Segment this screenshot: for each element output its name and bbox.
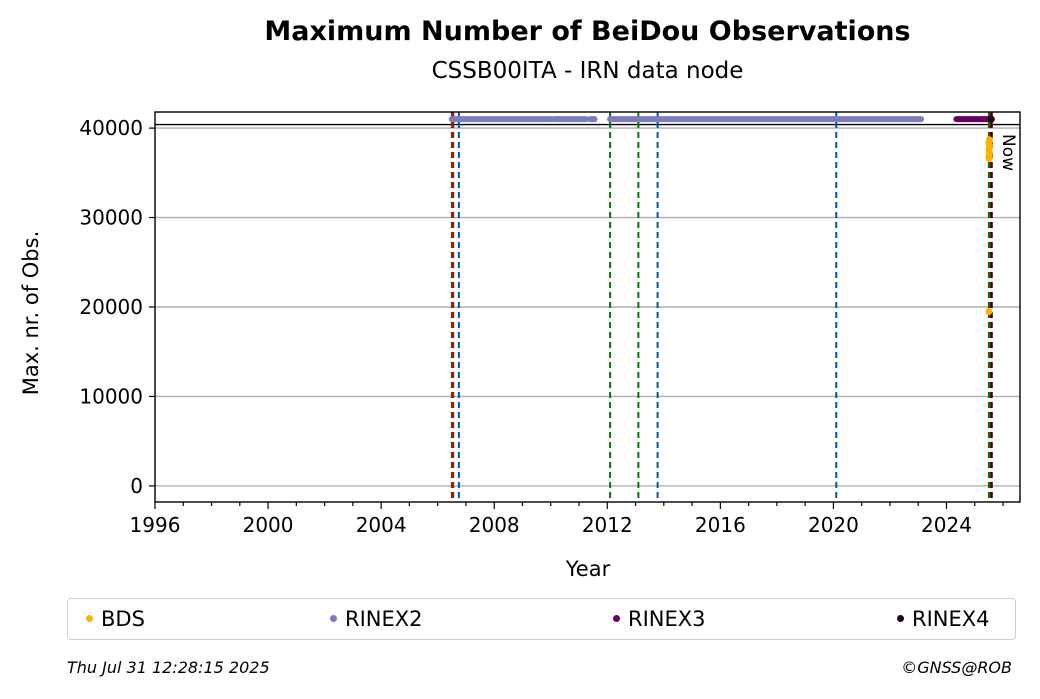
y-tick-label: 30000 <box>79 206 143 230</box>
x-tick-label: 2000 <box>243 513 294 537</box>
legend-item-bds: BDS <box>86 607 145 631</box>
y-axis-label: Max. nr. of Obs. <box>19 231 43 396</box>
legend-label-rinex2: RINEX2 <box>345 607 423 631</box>
axes: 0 10000 20000 30000 40000 1996 2000 2004 2008 201… <box>79 116 1004 537</box>
data-point-bds <box>985 307 993 315</box>
grid-lines <box>155 123 1020 487</box>
legend: BDS RINEX2 RINEX3 RINEX4 <box>67 598 1016 640</box>
credit: ©GNSS@ROB <box>901 658 1012 677</box>
timestamp: Thu Jul 31 12:28:15 2025 <box>67 658 270 677</box>
y-tick-label: 20000 <box>79 295 143 319</box>
rinex3-marker-icon <box>613 615 620 622</box>
x-tick-label: 1996 <box>130 513 181 537</box>
legend-item-rinex2: RINEX2 <box>330 607 423 631</box>
legend-item-rinex4: RINEX4 <box>897 607 990 631</box>
data-marks <box>448 115 995 315</box>
x-tick-label: 2020 <box>808 513 859 537</box>
rinex4-marker-icon <box>897 615 904 622</box>
data-point-bds <box>985 136 993 144</box>
x-axis-label: Year <box>565 557 611 581</box>
x-tick-label: 2012 <box>582 513 633 537</box>
chart-subtitle: CSSB00ITA - IRN data node <box>431 58 744 84</box>
x-tick-label: 2016 <box>695 513 746 537</box>
x-tick-label: 2024 <box>921 513 972 537</box>
legend-label-rinex3: RINEX3 <box>628 607 706 631</box>
data-point-rinex4 <box>987 115 995 123</box>
legend-item-rinex3: RINEX3 <box>613 607 706 631</box>
vertical-marker-lines <box>450 112 993 502</box>
x-tick-label: 2004 <box>356 513 407 537</box>
chart-title: Maximum Number of BeiDou Observations <box>264 16 911 47</box>
legend-label-rinex4: RINEX4 <box>912 607 990 631</box>
bds-marker-icon <box>86 615 93 622</box>
now-label: Now <box>998 134 1018 171</box>
y-tick-label: 0 <box>130 474 143 498</box>
x-tick-label: 2008 <box>469 513 520 537</box>
data-point-bds <box>985 155 993 163</box>
rinex2-marker-icon <box>330 615 337 622</box>
y-tick-label: 10000 <box>79 384 143 408</box>
y-tick-label: 40000 <box>79 116 143 140</box>
legend-label-bds: BDS <box>101 607 145 631</box>
